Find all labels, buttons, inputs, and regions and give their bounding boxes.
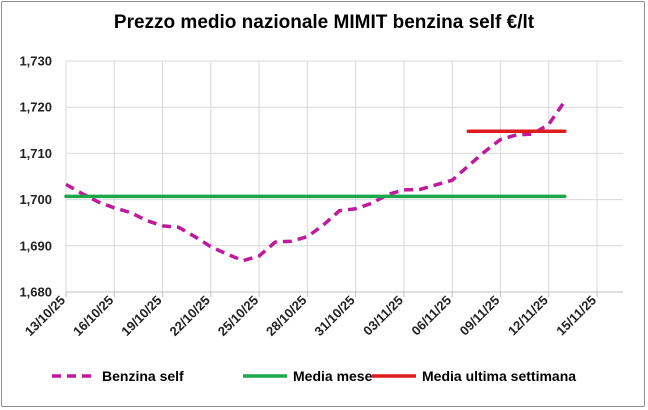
x-tick-label: 12/11/25 <box>505 293 551 339</box>
x-tick-label: 28/10/25 <box>263 293 309 339</box>
chart-title: Prezzo medio nazionale MIMIT benzina sel… <box>113 12 535 33</box>
y-tick-label: 1,690 <box>19 238 52 253</box>
legend: Benzina self Media mese Media ultima setti… <box>52 368 576 384</box>
y-tick-label: 1,710 <box>19 146 52 161</box>
x-tick-label: 31/10/25 <box>311 293 357 339</box>
grid-lines <box>65 60 623 297</box>
series-group <box>64 100 567 263</box>
x-tick-label: 03/11/25 <box>360 293 406 339</box>
y-tick-label: 1,680 <box>19 285 52 300</box>
x-tick-label: 06/11/25 <box>408 293 454 339</box>
y-tick-label: 1,720 <box>19 100 52 115</box>
legend-label-1: Media mese <box>293 368 373 384</box>
series-line-0 <box>65 100 567 263</box>
x-tick-label: 25/10/25 <box>215 293 261 339</box>
x-tick-label: 22/10/25 <box>167 293 213 339</box>
y-axis-ticks: 1,680 1,690 1,700 1,710 1,720 1,730 <box>19 54 52 300</box>
x-tick-label: 19/10/25 <box>118 293 164 339</box>
y-tick-label: 1,700 <box>19 192 52 207</box>
legend-label-0: Benzina self <box>102 368 184 384</box>
x-tick-label: 09/11/25 <box>457 293 503 339</box>
x-axis-ticks: 13/10/25 16/10/25 19/10/25 22/10/25 25/10/25… <box>22 293 599 339</box>
x-tick-label: 15/11/25 <box>553 293 599 339</box>
x-tick-label: 16/10/25 <box>70 293 116 339</box>
legend-label-2: Media ultima settimana <box>422 368 576 384</box>
y-tick-label: 1,730 <box>19 54 52 69</box>
